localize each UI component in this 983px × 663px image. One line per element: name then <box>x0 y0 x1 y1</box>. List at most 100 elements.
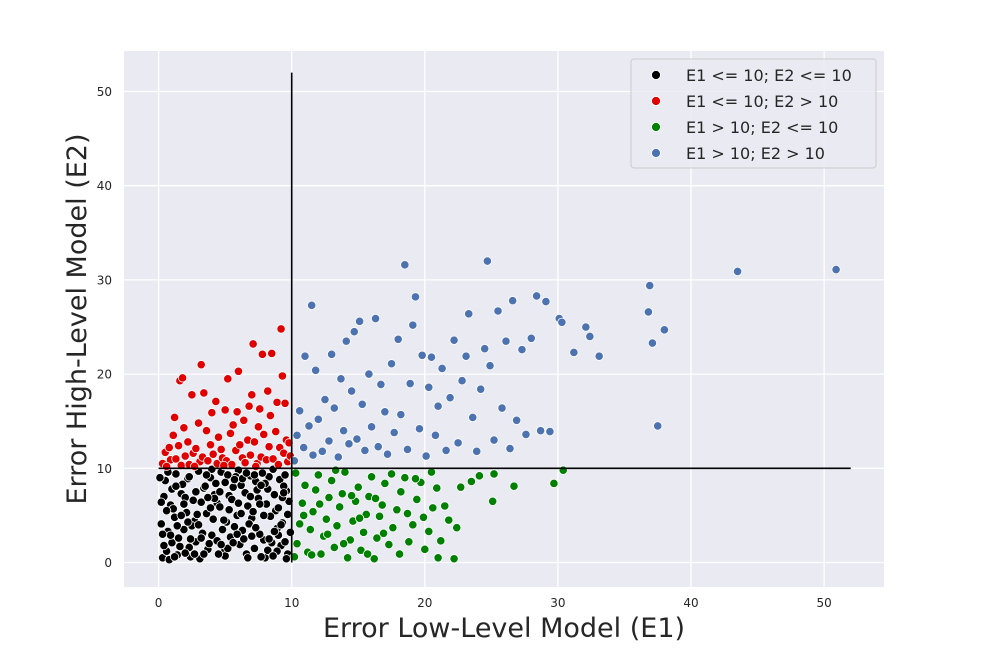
data-point-series-4 <box>376 379 386 390</box>
data-point-series-3 <box>488 496 498 506</box>
data-points <box>155 256 841 565</box>
data-point-series-1 <box>199 549 209 559</box>
data-point-series-1 <box>232 529 242 539</box>
data-point-series-1 <box>213 549 224 559</box>
data-point-series-4 <box>541 296 551 307</box>
data-point-series-2 <box>207 408 217 418</box>
x-tick-label: 10 <box>284 596 299 610</box>
data-point-series-2 <box>273 459 283 470</box>
data-point-series-1 <box>155 473 165 483</box>
data-point-series-3 <box>358 527 369 537</box>
x-axis-label: Error Low-Level Model (E1) <box>323 613 685 644</box>
data-point-series-2 <box>235 440 245 450</box>
data-point-series-4 <box>461 351 471 361</box>
data-point-series-2 <box>220 405 230 415</box>
y-tick-label: 40 <box>97 179 112 193</box>
data-point-series-1 <box>243 553 253 563</box>
data-point-series-4 <box>357 399 367 409</box>
data-point-series-1 <box>201 470 212 480</box>
data-point-series-4 <box>347 386 357 396</box>
data-point-series-3 <box>412 494 422 504</box>
data-point-series-4 <box>373 442 383 452</box>
data-point-series-2 <box>264 442 274 452</box>
data-point-series-4 <box>344 439 354 449</box>
data-point-series-3 <box>323 529 333 539</box>
data-point-series-4 <box>482 256 492 266</box>
y-tick-label: 20 <box>97 368 112 382</box>
data-point-series-3 <box>369 554 379 564</box>
data-point-series-2 <box>232 407 242 417</box>
data-point-series-4 <box>408 320 418 330</box>
data-point-series-4 <box>643 307 654 317</box>
data-point-series-4 <box>645 280 655 291</box>
data-point-series-1 <box>285 527 295 537</box>
data-point-series-1 <box>215 502 225 512</box>
data-point-series-4 <box>414 424 425 434</box>
data-point-series-3 <box>408 520 418 530</box>
data-point-series-1 <box>269 526 280 537</box>
data-point-series-3 <box>316 549 326 559</box>
data-point-series-3 <box>436 536 446 546</box>
data-point-series-4 <box>472 446 482 456</box>
data-point-series-3 <box>366 472 377 482</box>
data-point-series-4 <box>402 444 413 455</box>
data-point-series-4 <box>489 435 499 445</box>
data-point-series-2 <box>259 429 269 439</box>
threshold-lines <box>158 72 851 563</box>
data-point-series-1 <box>228 482 238 492</box>
data-point-series-4 <box>307 300 317 310</box>
data-point-series-3 <box>372 533 382 543</box>
data-point-series-4 <box>536 426 546 436</box>
data-point-series-2 <box>277 371 287 381</box>
data-point-series-4 <box>512 415 522 425</box>
data-point-series-4 <box>468 412 478 423</box>
data-point-series-2 <box>265 410 276 421</box>
data-point-series-1 <box>196 497 206 507</box>
y-tick-label: 10 <box>97 462 112 476</box>
data-point-series-2 <box>189 461 200 472</box>
data-point-series-4 <box>370 313 381 324</box>
data-point-series-1 <box>257 468 268 478</box>
data-point-series-4 <box>299 442 309 453</box>
data-point-series-2 <box>247 390 257 400</box>
data-point-series-1 <box>256 552 266 562</box>
data-point-series-3 <box>440 501 450 511</box>
data-point-series-2 <box>251 461 261 472</box>
data-point-series-3 <box>402 508 413 519</box>
data-point-series-4 <box>405 378 415 389</box>
data-point-series-2 <box>205 440 216 450</box>
data-point-series-4 <box>501 336 511 346</box>
data-point-series-1 <box>224 505 234 515</box>
data-point-series-4 <box>831 264 841 275</box>
data-point-series-1 <box>259 510 269 521</box>
data-point-series-3 <box>354 513 365 523</box>
data-point-series-1 <box>192 509 202 520</box>
data-point-series-1 <box>229 522 240 532</box>
data-point-series-3 <box>449 554 459 564</box>
data-point-series-4 <box>295 406 305 416</box>
data-point-series-4 <box>659 325 669 335</box>
data-point-series-1 <box>239 534 249 544</box>
data-point-series-1 <box>229 475 240 485</box>
data-point-series-1 <box>189 549 200 559</box>
data-point-series-1 <box>191 487 201 497</box>
data-point-series-1 <box>249 543 260 553</box>
legend-marker <box>651 122 661 132</box>
data-point-series-2 <box>169 412 180 423</box>
data-point-series-4 <box>476 384 486 394</box>
data-point-series-1 <box>255 499 265 509</box>
data-point-series-1 <box>228 538 238 548</box>
data-point-series-4 <box>336 374 346 384</box>
data-point-series-2 <box>228 420 238 430</box>
legend-box <box>630 58 877 169</box>
data-point-series-3 <box>340 467 350 477</box>
data-point-series-3 <box>384 540 394 550</box>
data-point-series-2 <box>201 426 212 436</box>
data-point-series-3 <box>509 481 519 491</box>
data-point-series-4 <box>324 436 334 446</box>
data-point-series-1 <box>264 534 274 544</box>
legend-marker <box>651 96 661 106</box>
data-point-series-1 <box>161 506 172 516</box>
legend-entry: E1 > 10; E2 <= 10 <box>686 118 838 137</box>
data-point-series-4 <box>320 394 330 405</box>
